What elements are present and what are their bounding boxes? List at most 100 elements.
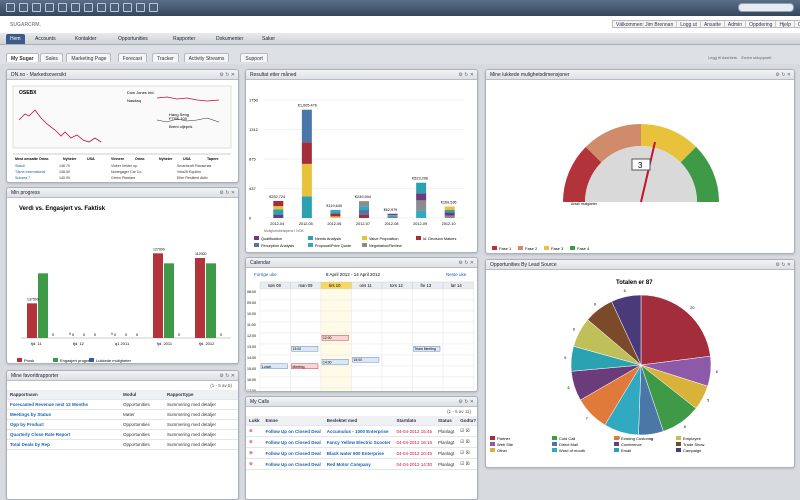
call-status: Planlagt [435, 436, 458, 448]
global-search-input[interactable] [738, 3, 794, 12]
table-cell[interactable]: Meetings by Status [7, 409, 120, 420]
module-tab[interactable]: Hem [6, 34, 25, 44]
hour-label: 08:00 [247, 290, 256, 294]
column-header[interactable]: Modul [119, 390, 165, 400]
bar-segment [273, 200, 284, 207]
hour-label: 15:00 [247, 367, 256, 371]
pie-slice [611, 294, 642, 366]
accept-icons[interactable]: ☑ ☒ [457, 447, 477, 459]
dashboard-tab[interactable]: Activity Streams [183, 53, 230, 62]
time-slot [351, 387, 383, 391]
call-subject[interactable]: Follow Up on Closed Deal [262, 425, 324, 437]
change-layout-link[interactable]: Endre sidoppsett [741, 55, 772, 60]
toolbar-app-icon[interactable] [84, 3, 93, 12]
table-cell[interactable]: Quarterly Close Rate Report [7, 429, 120, 440]
column-header[interactable]: Emne [262, 416, 324, 426]
module-tab[interactable]: Accounts [35, 36, 56, 42]
dashlet-controls[interactable]: ⚙ ↻ ✕ [458, 72, 474, 78]
dashboard-tab[interactable]: Sales [40, 53, 63, 62]
gauge-segment [641, 124, 697, 163]
calendar-event [291, 345, 319, 352]
calendar-event [260, 363, 288, 370]
column-header[interactable]: Status [435, 416, 458, 426]
dashlet-controls[interactable]: ⚙ ↻ ✕ [219, 373, 235, 379]
bar-zero-label: 0 [125, 332, 128, 337]
close-call-icon[interactable]: ⊗ [246, 447, 263, 459]
module-tab[interactable]: Dokumenter [216, 36, 244, 42]
accept-icons[interactable]: ☑ ☒ [457, 458, 477, 470]
dashlet-controls[interactable]: ⚙ ↻ ✕ [775, 72, 791, 78]
call-related[interactable]: Accumulus - 1000 Enterprise [323, 425, 394, 437]
toolbar-app-icon[interactable] [149, 3, 158, 12]
column-header[interactable]: Rapporttype [164, 390, 238, 400]
data-label: €169,536 [441, 201, 457, 205]
legend-swatch [308, 236, 313, 240]
module-tab[interactable]: Kontakter [75, 36, 97, 42]
toolbar-app-icon[interactable] [97, 3, 106, 12]
column-header[interactable]: Beslektet med [323, 416, 394, 426]
calendar-event-label: 15:00 [354, 358, 363, 362]
module-tab[interactable]: Opportunities [118, 36, 148, 42]
time-slot [259, 332, 291, 345]
dashlet-controls[interactable]: ⚙ ↻ ✕ [458, 399, 474, 405]
table-cell[interactable]: Forecasted Revenue next 12 Months [7, 399, 120, 410]
slice-value-label: 8 [684, 425, 686, 429]
accept-icons[interactable]: ☑ ☒ [457, 436, 477, 448]
table-cell[interactable]: Total Deals by Rep [7, 439, 120, 450]
toolbar-app-icon[interactable] [19, 3, 28, 12]
dashlet-controls[interactable]: ⚙ ↻ ✕ [219, 190, 235, 196]
dashboard-tab[interactable]: Support [240, 53, 268, 62]
accept-icons[interactable]: ☑ ☒ [457, 425, 477, 437]
dashlet-controls[interactable]: ⚙ ↻ ✕ [775, 262, 791, 268]
column-header[interactable]: Rapportnavn [7, 390, 120, 400]
call-related[interactable]: Black water 500 Enterprise [323, 447, 394, 459]
user-link[interactable]: Om [795, 21, 800, 28]
module-tab[interactable]: Saker [262, 36, 276, 42]
call-related[interactable]: Red Motor Company [323, 458, 394, 470]
user-link[interactable]: Oppdering [746, 21, 777, 28]
module-tab[interactable]: Rapporter [173, 36, 196, 42]
close-call-icon[interactable]: ⊗ [246, 425, 263, 437]
legend-swatch [362, 236, 367, 240]
add-dashlets-link[interactable]: Legg til dashlets [708, 55, 737, 60]
user-link[interactable]: Hjelp [776, 21, 795, 28]
toolbar-app-icon[interactable] [58, 3, 67, 12]
dashboard-tab[interactable]: Forecast [117, 53, 148, 62]
toolbar-app-icon[interactable] [71, 3, 80, 12]
x-tick-label: 2012-08 [385, 222, 399, 226]
toolbar-app-icon[interactable] [123, 3, 132, 12]
user-link[interactable]: Ansatte [701, 21, 725, 28]
user-link[interactable]: Logg ut [677, 21, 701, 28]
column-header[interactable]: Startdato [393, 416, 436, 426]
close-call-icon[interactable]: ⊗ [246, 436, 263, 448]
table-cell[interactable]: Opp by Product [7, 419, 120, 430]
dashboard-tab[interactable]: Marketing Page [66, 53, 112, 62]
dashlet-controls[interactable]: ⚙ ↻ ✕ [219, 72, 235, 78]
dashboard-tab[interactable]: Tracker [152, 53, 179, 62]
time-slot [351, 365, 383, 378]
dashboard-tab[interactable]: My Sugar [6, 53, 39, 62]
time-slot [320, 365, 352, 378]
call-subject[interactable]: Follow Up on Closed Deal [262, 458, 324, 470]
user-link[interactable]: Admin [725, 21, 747, 28]
call-subject[interactable]: Follow Up on Closed Deal [262, 447, 324, 459]
time-slot [320, 310, 352, 323]
bar-prosk [27, 303, 37, 338]
call-subject[interactable]: Follow Up on Closed Deal [262, 436, 324, 448]
dashlet-gauge: Mine lukkede mulighetsdimensjoner ⚙ ↻ ✕ … [485, 69, 795, 254]
time-slot [381, 343, 413, 356]
toolbar-app-icon[interactable] [110, 3, 119, 12]
toolbar-app-icon[interactable] [6, 3, 15, 12]
close-call-icon[interactable]: ⊗ [246, 458, 263, 470]
gauge-needle [640, 141, 656, 203]
toolbar-app-icon[interactable] [32, 3, 41, 12]
market-table-header: Omsr. [135, 157, 145, 161]
column-header[interactable]: Lukk [246, 416, 263, 426]
time-slot [259, 376, 291, 389]
toolbar-app-icon[interactable] [136, 3, 145, 12]
hour-label: 11:00 [247, 323, 256, 327]
toolbar-app-icon[interactable] [45, 3, 54, 12]
column-header[interactable]: Godta? [457, 416, 477, 426]
call-related[interactable]: Fancy Yellow Electric Scooter [323, 436, 394, 448]
dashlet-controls[interactable]: ⚙ ↻ ✕ [458, 260, 474, 266]
